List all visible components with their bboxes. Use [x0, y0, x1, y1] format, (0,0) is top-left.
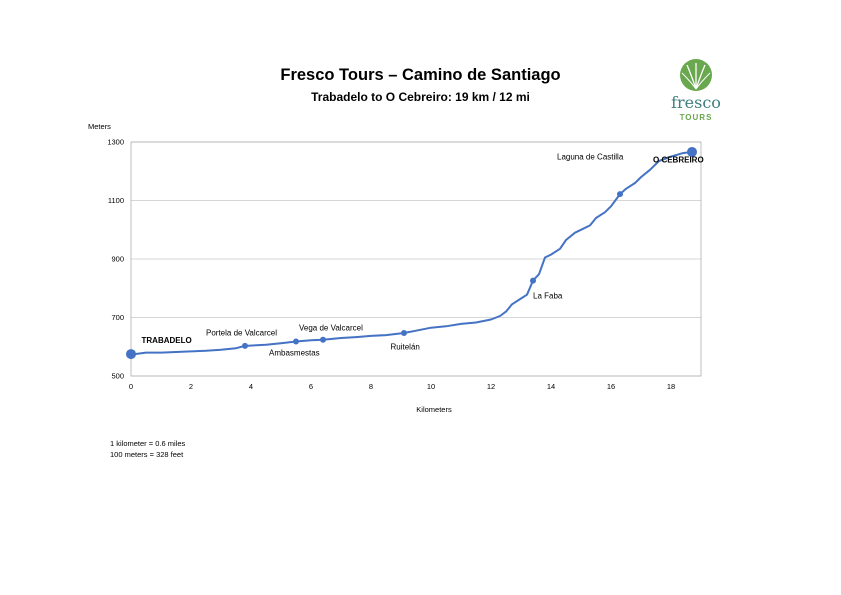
- waypoint-label: Portela de Valcarcel: [206, 329, 277, 338]
- elevation-line: [130, 150, 693, 356]
- waypoint-marker: [126, 349, 136, 360]
- waypoint-marker: [320, 336, 326, 343]
- x-axis-ticks: 0 2 4 6 8 10 12 14 16 18: [129, 382, 675, 391]
- x-tick-label: 16: [607, 382, 615, 391]
- waypoint-label: La Faba: [533, 291, 563, 300]
- waypoint-label: Ruitelán: [391, 343, 420, 352]
- waypoint-marker: [242, 342, 248, 349]
- waypoint-marker: [530, 277, 536, 284]
- x-tick-label: 6: [309, 382, 313, 391]
- x-tick-label: 14: [547, 382, 555, 391]
- logo-subtext: TOURS: [679, 113, 713, 122]
- waypoint-markers: [126, 146, 697, 360]
- x-tick-label: 12: [487, 382, 495, 391]
- waypoint-marker: [401, 330, 407, 337]
- y-tick-label: 900: [111, 255, 124, 264]
- waypoint-marker: [293, 338, 299, 345]
- gridlines: [131, 141, 701, 377]
- x-tick-label: 0: [129, 382, 133, 391]
- chart-subtitle: Trabadelo to O Cebreiro: 19 km / 12 mi: [311, 90, 530, 104]
- y-tick-label: 500: [111, 372, 124, 381]
- waypoint-label: TRABADELO: [142, 336, 192, 345]
- chart-title: Fresco Tours – Camino de Santiago: [280, 66, 561, 84]
- x-tick-label: 10: [427, 382, 435, 391]
- y-tick-label: 1100: [108, 196, 124, 205]
- waypoint-label: O CEBREIRO: [653, 155, 704, 164]
- waypoint-marker: [617, 191, 623, 198]
- y-axis-label: Meters: [88, 122, 111, 131]
- plot-area: [130, 141, 702, 377]
- note-km: 1 kilometer = 0.6 miles: [110, 439, 186, 448]
- waypoint-label: Ambasmestas: [269, 349, 320, 358]
- leaf-icon: [680, 59, 712, 91]
- logo-wordmark: fresco: [671, 93, 721, 112]
- waypoint-label: Laguna de Castilla: [557, 153, 624, 162]
- fresco-tours-logo: fresco TOURS: [660, 58, 732, 128]
- note-meters: 100 meters = 328 feet: [110, 450, 184, 459]
- x-tick-label: 8: [369, 382, 373, 391]
- waypoint-labels: TRABADELO Portela de Valcarcel Vega de Val…: [142, 153, 704, 358]
- x-tick-label: 18: [667, 382, 675, 391]
- y-axis-ticks: 500 700 900 1100 1300: [107, 138, 124, 381]
- y-tick-label: 700: [111, 313, 124, 322]
- waypoint-marker: [687, 146, 697, 157]
- x-axis-label: Kilometers: [416, 405, 452, 414]
- x-tick-label: 4: [249, 382, 253, 391]
- y-tick-label: 1300: [107, 138, 124, 147]
- x-tick-label: 2: [189, 382, 193, 391]
- waypoint-label: Vega de Valcarcel: [299, 324, 363, 333]
- conversion-notes: 1 kilometer = 0.6 miles 100 meters = 328…: [110, 438, 185, 460]
